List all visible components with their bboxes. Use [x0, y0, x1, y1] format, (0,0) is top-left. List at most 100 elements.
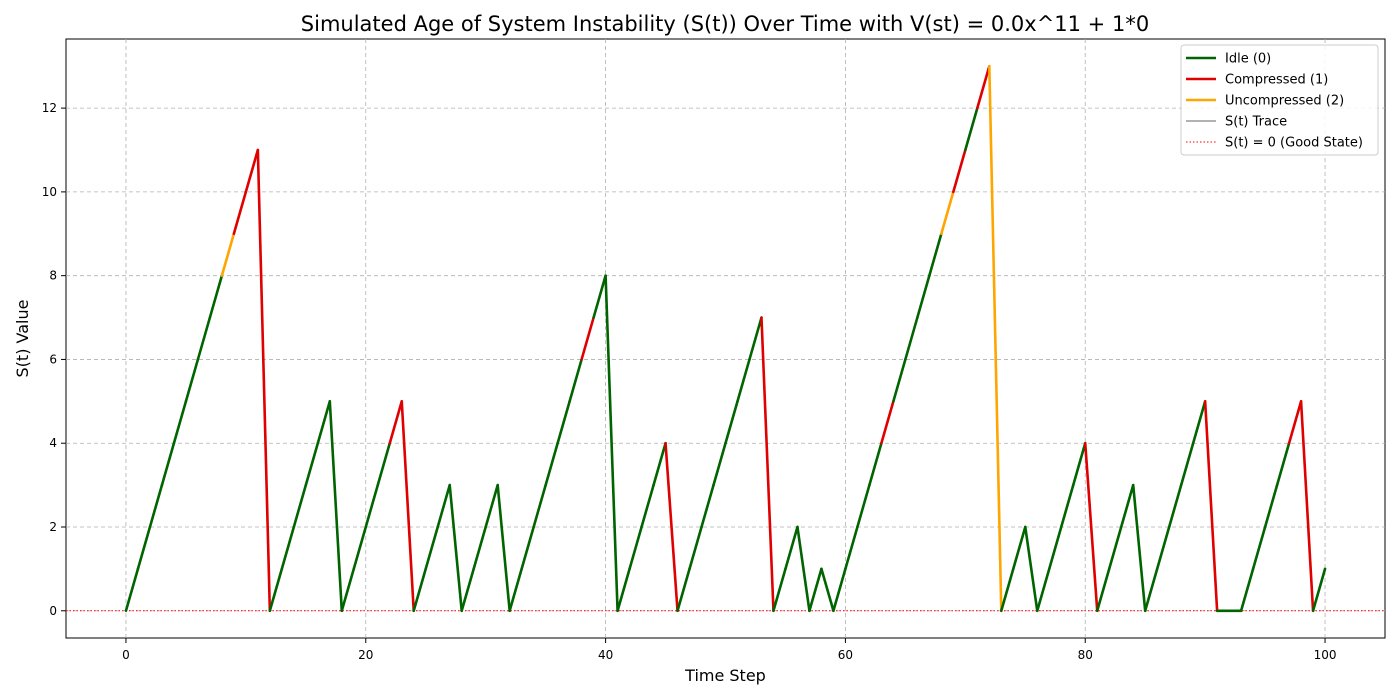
state-segment [424, 525, 440, 571]
state-segment [124, 567, 140, 613]
state-segment [244, 148, 260, 194]
state-segment [1167, 483, 1183, 529]
legend-label: Compressed (1) [1225, 73, 1328, 88]
state-segment [928, 232, 943, 277]
state-segment [1155, 525, 1171, 571]
y-tick-label: 2 [49, 520, 57, 534]
state-segment [412, 567, 428, 613]
state-segment [748, 316, 763, 361]
state-segment [1107, 525, 1123, 571]
state-segment [496, 483, 511, 613]
y-tick-label: 10 [42, 185, 57, 199]
state-segment [220, 232, 236, 277]
state-segment [1071, 441, 1087, 487]
state-segment [999, 567, 1015, 613]
state-segment [892, 358, 907, 403]
trace-group [125, 66, 1326, 613]
state-segment [1131, 483, 1147, 613]
state-segment [712, 441, 727, 487]
legend-label: Idle (0) [1225, 52, 1271, 67]
y-tick-label: 4 [49, 436, 57, 450]
state-segment [400, 400, 416, 613]
state-segment [340, 567, 356, 613]
legend-label: Uncompressed (2) [1225, 94, 1344, 109]
legend: Idle (0) Compressed (1) Uncompressed (2) S(… [1180, 44, 1379, 156]
axes: 0 20 40 60 80 100 0 2 4 6 8 10 12 [42, 101, 1337, 662]
st-trace-line [125, 66, 1326, 613]
state-segment [760, 316, 775, 613]
state-segment [484, 483, 499, 529]
state-segment [508, 567, 523, 613]
state-segment [784, 525, 799, 571]
state-segment [796, 525, 811, 613]
state-segment [880, 400, 895, 445]
state-segment [364, 483, 380, 529]
legend-box [1180, 44, 1379, 156]
state-segment [148, 483, 164, 529]
x-tick-label: 20 [358, 648, 373, 662]
state-segments [124, 64, 1327, 613]
state-segment [160, 441, 176, 487]
state-segment [316, 400, 332, 445]
state-segment [688, 525, 703, 571]
state-segment [1035, 567, 1051, 613]
state-segment [1311, 567, 1327, 613]
x-tick-label: 100 [1314, 648, 1337, 662]
state-segment [904, 316, 919, 361]
state-segment [640, 483, 655, 529]
state-segment [868, 441, 883, 487]
state-segment [1095, 567, 1111, 613]
state-segment [676, 567, 691, 613]
state-segment [256, 148, 272, 613]
state-segment [1179, 441, 1195, 487]
state-segment [964, 106, 979, 152]
state-segment [556, 400, 571, 445]
state-segment [628, 525, 643, 571]
state-segment [304, 441, 320, 487]
state-segment [652, 441, 667, 487]
state-segment [1143, 567, 1159, 613]
state-segment [1119, 483, 1135, 529]
state-segment [376, 441, 392, 487]
state-segment [592, 274, 607, 319]
state-segment [292, 483, 308, 529]
state-segment [520, 525, 535, 571]
state-segment [1191, 400, 1207, 445]
state-segment [772, 567, 787, 613]
state-segment [1239, 567, 1255, 613]
state-segment [136, 525, 152, 571]
state-segment [604, 274, 619, 613]
state-segment [1059, 483, 1075, 529]
state-segment [580, 316, 595, 361]
state-segment [844, 525, 859, 571]
state-segment [916, 274, 931, 319]
state-segment [388, 400, 404, 445]
y-tick-label: 12 [42, 101, 57, 115]
state-segment [1023, 525, 1039, 613]
legend-label: S(t) = 0 (Good State) [1225, 136, 1363, 151]
x-tick-label: 60 [838, 648, 853, 662]
state-segment [832, 567, 847, 613]
x-tick-label: 80 [1078, 648, 1093, 662]
state-segment [280, 525, 296, 571]
state-segment [1251, 525, 1267, 571]
state-segment [268, 567, 284, 613]
state-segment [328, 400, 344, 613]
state-segment [808, 567, 823, 613]
y-tick-label: 0 [49, 604, 57, 618]
state-segment [976, 64, 991, 110]
legend-label: S(t) Trace [1225, 115, 1287, 130]
state-segment [952, 148, 967, 194]
y-tick-label: 8 [49, 269, 57, 283]
y-axis-label: S(t) Value [13, 300, 32, 378]
state-segment [616, 567, 631, 613]
x-axis-label: Time Step [684, 666, 766, 685]
x-tick-label: 0 [122, 648, 130, 662]
state-segment [940, 190, 955, 236]
state-segment [436, 483, 452, 529]
state-segment [208, 274, 224, 319]
state-segment [1047, 525, 1063, 571]
state-segment [568, 358, 583, 403]
state-segment [172, 400, 188, 445]
